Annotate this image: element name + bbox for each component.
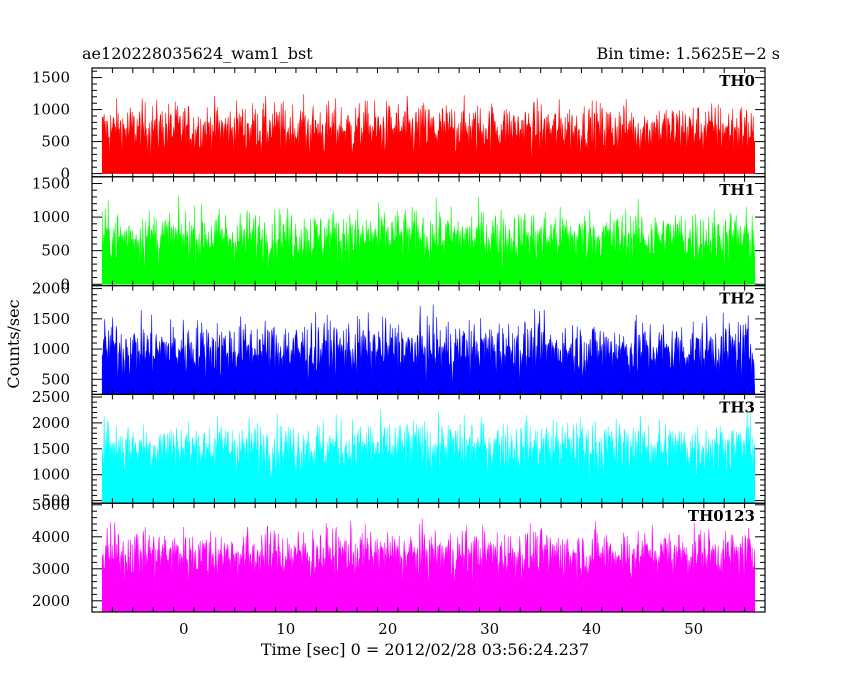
y-tick-label: 2000	[32, 592, 70, 610]
y-tick-label: 500	[41, 370, 70, 388]
x-tick-label: 40	[582, 620, 601, 638]
y-tick-label: 3000	[32, 560, 70, 578]
y-tick-label: 4000	[32, 528, 70, 546]
x-tick-label: 30	[480, 620, 499, 638]
bin-time-label: Bin time: 1.5625E−2 s	[597, 44, 780, 63]
y-tick-label: 500	[41, 492, 70, 510]
y-tick-label: 1000	[32, 340, 70, 358]
series-th2	[101, 304, 756, 395]
y-tick-label: 500	[41, 242, 70, 260]
panel-label-th0: TH0	[719, 72, 755, 90]
x-tick-label: 20	[378, 620, 397, 638]
y-tick-label: 500	[41, 133, 70, 151]
panel-label-th1: TH1	[719, 181, 755, 199]
series-th1	[101, 195, 756, 285]
y-tick-label: 1000	[32, 208, 70, 226]
panel-label-th0123: TH0123	[688, 507, 755, 525]
y-tick-label: 0	[60, 165, 70, 183]
y-tick-label: 5000	[32, 496, 70, 514]
figure-title: ae120228035624_wam1_bst	[82, 44, 313, 63]
y-tick-label: 2000	[32, 280, 70, 298]
panel-label-th2: TH2	[719, 290, 755, 308]
y-tick-label: 1000	[32, 466, 70, 484]
series-th0	[101, 94, 756, 174]
x-tick-label: 0	[179, 620, 189, 638]
y-tick-label: 1500	[32, 175, 70, 193]
y-tick-label: 2500	[32, 388, 70, 406]
y-tick-label: 2000	[32, 414, 70, 432]
x-tick-label: 10	[276, 620, 295, 638]
series-th0123	[101, 518, 756, 613]
panel-label-th3: TH3	[719, 398, 755, 416]
panel-frame-th0123	[91, 502, 766, 613]
y-tick-label: 1500	[32, 310, 70, 328]
y-tick-label: 0	[60, 275, 70, 293]
x-tick-label: 50	[684, 620, 703, 638]
x-axis-label: Time [sec] 0 = 2012/02/28 03:56:24.237	[261, 640, 589, 659]
y-tick-label: 1500	[32, 69, 70, 87]
y-tick-label: 1500	[32, 440, 70, 458]
y-tick-label: 1000	[32, 101, 70, 119]
y-axis-label: Counts/sec	[4, 299, 23, 388]
series-th3	[101, 409, 756, 504]
